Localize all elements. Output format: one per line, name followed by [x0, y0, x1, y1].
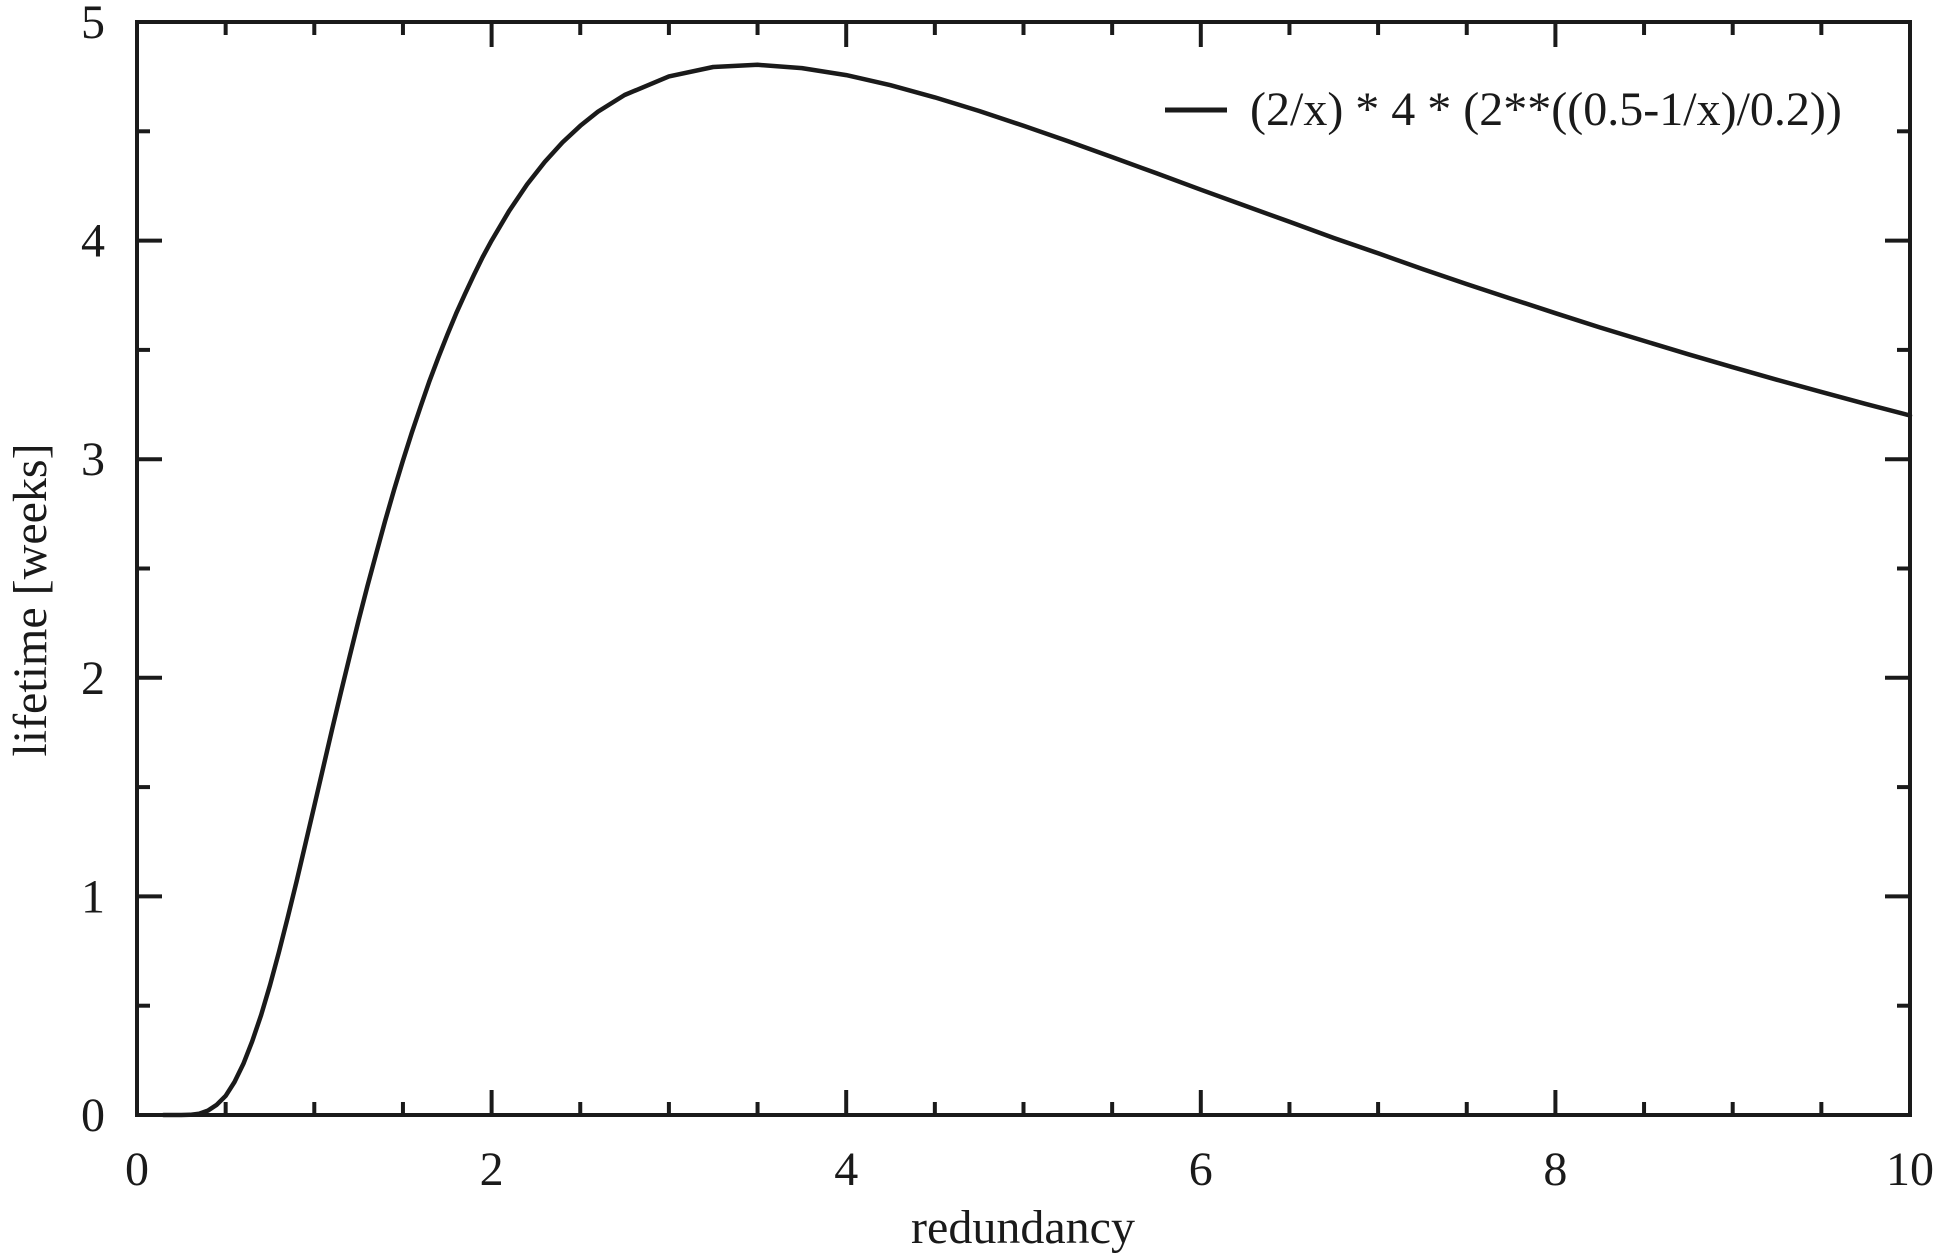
x-tick-label: 8 [1543, 1143, 1567, 1196]
y-tick-label: 2 [81, 652, 105, 705]
y-axis-label: lifetime [weeks] [4, 443, 57, 756]
function-curve [161, 62, 1913, 1118]
x-tick-labels: 0 2 4 6 8 10 [125, 1143, 1934, 1196]
x-tick-label: 6 [1189, 1143, 1213, 1196]
x-tick-label: 2 [480, 1143, 504, 1196]
y-tick-labels: 0 1 2 3 4 5 [81, 0, 105, 1142]
y-tick-label: 5 [81, 0, 105, 49]
legend: (2/x) * 4 * (2**((0.5-1/x)/0.2)) [1165, 83, 1842, 136]
y-tick-label: 4 [81, 215, 105, 268]
y-tick-label: 3 [81, 433, 105, 486]
x-tick-label: 10 [1886, 1143, 1934, 1196]
axis-ticks [135, 20, 1912, 1117]
x-tick-label: 0 [125, 1143, 149, 1196]
x-tick-label: 4 [834, 1143, 858, 1196]
plot-border [135, 20, 1912, 1117]
legend-series-label: (2/x) * 4 * (2**((0.5-1/x)/0.2)) [1250, 83, 1842, 136]
y-tick-label: 0 [81, 1089, 105, 1142]
x-axis-label: redundancy [911, 1201, 1135, 1254]
y-tick-label: 1 [81, 870, 105, 923]
